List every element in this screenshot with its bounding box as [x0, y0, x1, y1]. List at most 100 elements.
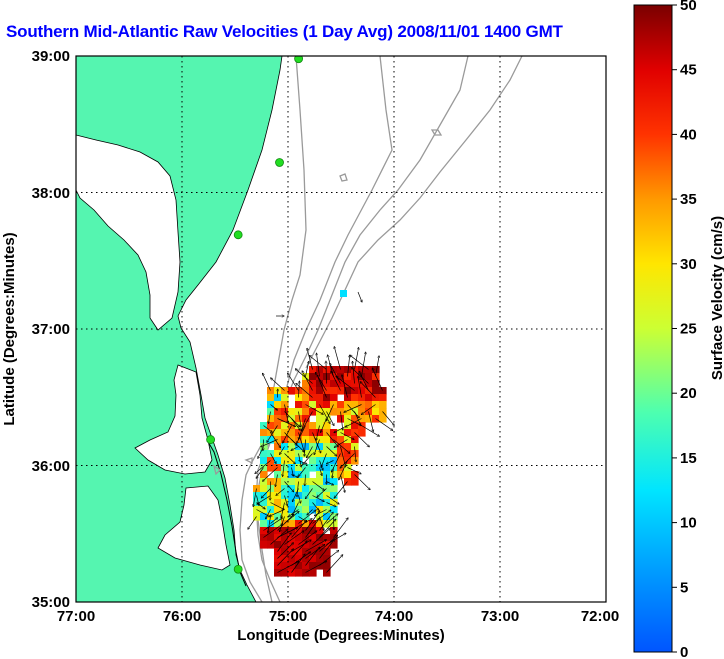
- velocity-cell: [281, 520, 289, 528]
- velocity-cell: [302, 492, 310, 500]
- velocity-vector: [359, 371, 369, 391]
- radar-station-marker: [233, 564, 243, 574]
- velocity-cell: [337, 401, 345, 409]
- velocity-vector: [330, 363, 341, 384]
- velocity-cell: [295, 520, 303, 528]
- velocity-cell: [302, 429, 310, 437]
- velocity-cell: [302, 499, 310, 507]
- velocity-cell: [372, 380, 380, 388]
- velocity-cell: [323, 380, 331, 388]
- velocity-vector: [326, 460, 334, 464]
- velocity-cell: [365, 394, 373, 402]
- velocity-vector: [258, 446, 264, 459]
- velocity-vector: [302, 371, 313, 391]
- velocity-vector: [347, 467, 362, 474]
- velocity-vector: [305, 361, 309, 377]
- velocity-vector: [319, 535, 338, 552]
- velocity-cell: [323, 513, 331, 521]
- velocity-cell: [274, 422, 282, 430]
- velocity-vector: [270, 509, 285, 517]
- x-axis-label: Longitude (Degrees:Minutes): [237, 627, 445, 644]
- velocity-vector: [296, 383, 313, 398]
- velocity-vector: [256, 467, 264, 479]
- velocity-vector: [263, 524, 283, 538]
- velocity-cell: [309, 408, 317, 416]
- velocity-cell: [309, 569, 317, 577]
- velocity-vector: [319, 540, 335, 559]
- velocity-vector: [270, 502, 285, 510]
- velocity-vector: [297, 481, 299, 497]
- colorbar-tick-label: 30: [680, 256, 697, 273]
- velocity-vector: [277, 418, 296, 427]
- velocity-cell: [309, 464, 317, 472]
- velocity-cell: [309, 401, 317, 409]
- velocity-cell: [274, 520, 282, 528]
- grid-lines: [76, 56, 606, 602]
- velocity-cell: [344, 380, 352, 388]
- velocity-cell: [274, 464, 282, 472]
- velocity-cell: [260, 527, 268, 535]
- velocity-cell: [337, 450, 345, 458]
- velocity-cell: [260, 478, 268, 486]
- velocity-cell: [267, 506, 275, 514]
- velocity-cell: [274, 429, 282, 437]
- radar-station-marker: [206, 435, 216, 444]
- velocity-cell: [372, 401, 380, 409]
- velocity-vector: [275, 474, 278, 487]
- velocity-cell: [379, 415, 387, 423]
- velocity-cell: [295, 527, 303, 535]
- velocity-cell: [274, 555, 282, 563]
- velocity-vector: [277, 514, 294, 531]
- velocity-cell: [351, 373, 359, 381]
- velocity-vector: [316, 353, 320, 377]
- velocity-cell: [337, 366, 345, 374]
- velocity-cell: [267, 415, 275, 423]
- velocity-cell: [316, 527, 324, 535]
- velocity-cell: [295, 506, 303, 514]
- velocity-cell: [295, 485, 303, 493]
- velocity-cell: [351, 436, 359, 444]
- velocity-cell: [309, 450, 317, 458]
- velocity-cell: [316, 387, 324, 395]
- velocity-vector: [277, 543, 294, 559]
- velocity-vector: [340, 432, 354, 440]
- x-tick-label: 74:00: [375, 608, 413, 625]
- velocity-cell: [351, 457, 359, 465]
- velocity-cell: [365, 401, 373, 409]
- velocity-cell: [302, 373, 310, 381]
- velocity-cell: [281, 562, 289, 570]
- velocity-vector: [342, 375, 348, 398]
- velocity-vector: [375, 418, 393, 431]
- velocity-cell: [260, 443, 268, 451]
- velocity-cell: [295, 415, 303, 423]
- velocity-cell: [323, 464, 331, 472]
- velocity-cell: [379, 394, 387, 402]
- velocity-cell: [267, 492, 275, 500]
- velocity-cell: [337, 387, 345, 395]
- velocity-vector: [368, 411, 374, 432]
- velocity-cell: [344, 366, 352, 374]
- velocity-vector: [270, 404, 278, 411]
- velocity-cell: [344, 478, 352, 486]
- velocity-cell: [288, 499, 296, 507]
- velocity-cell: [358, 429, 366, 437]
- colorbar: [633, 4, 673, 653]
- velocity-cell: [302, 534, 310, 542]
- velocity-vector: [317, 375, 327, 398]
- velocity-vector: [319, 467, 323, 476]
- velocity-cell: [267, 485, 275, 493]
- velocity-vector: [354, 348, 359, 370]
- velocity-vector: [261, 488, 271, 498]
- velocity-vector: [302, 411, 313, 432]
- velocity-cell: [351, 401, 359, 409]
- velocity-vector: [351, 368, 369, 384]
- velocity-cell: [267, 464, 275, 472]
- velocity-vector: [347, 355, 350, 377]
- velocity-cell: [295, 548, 303, 556]
- velocity-cell: [295, 541, 303, 549]
- velocity-cell: [309, 548, 317, 556]
- velocity-vector: [326, 555, 343, 573]
- velocity-vector: [361, 352, 366, 377]
- velocity-cell: [344, 429, 352, 437]
